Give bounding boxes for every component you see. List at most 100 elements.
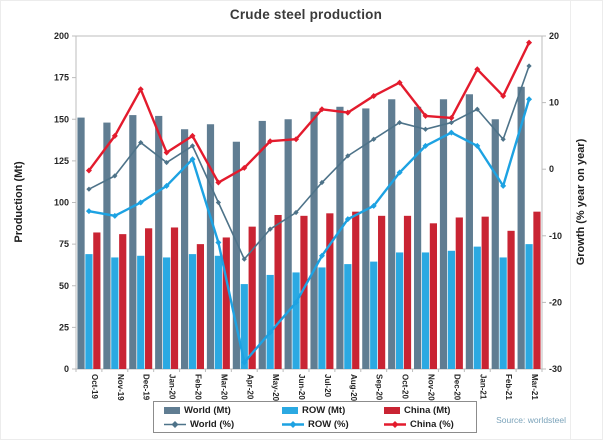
left-axis-tick-label: 25 <box>59 322 69 332</box>
bar-row-mt-nov-19 <box>111 257 119 369</box>
bar-world-mt-oct-20 <box>388 99 396 370</box>
marker-world-jan-21 <box>474 106 480 112</box>
marker-china-feb-21 <box>500 92 507 99</box>
marker-china-jan-21 <box>474 66 481 73</box>
x-tick-label-dec-20: Dec-20 <box>452 374 461 401</box>
x-tick-label-nov-19: Nov-19 <box>116 374 125 401</box>
bar-row-mt-nov-20 <box>421 252 430 369</box>
marker-row-jun-20 <box>293 299 300 306</box>
bar-china-mt-feb-20 <box>196 244 204 369</box>
legend-item-china-mt: China (Mt) <box>384 405 480 416</box>
right-axis-tick-label: 0 <box>549 164 554 174</box>
marker-row-oct-19 <box>85 208 92 215</box>
left-axis-tick-label: 175 <box>54 73 69 83</box>
marker-row-nov-20 <box>422 142 429 149</box>
bar-world-mt-dec-20 <box>439 99 448 370</box>
right-axis-tick-label: 10 <box>549 98 559 108</box>
source-caption: Source: worldsteel <box>496 415 566 425</box>
bar-china-mt-jun-20 <box>300 215 308 369</box>
bar-china-mt-oct-20 <box>403 215 412 369</box>
bar-china-mt-nov-19 <box>119 234 127 369</box>
bar-world-mt-may-20 <box>258 120 266 369</box>
bar-row-mt-oct-20 <box>396 252 404 369</box>
legend-label-world-mt: World (Mt) <box>184 404 231 416</box>
x-tick-label-dec-19: Dec-19 <box>142 374 151 401</box>
bar-china-mt-dec-19 <box>145 228 153 369</box>
x-tick-label-feb-21: Feb-21 <box>504 374 513 400</box>
marker-world-sep-20 <box>371 136 377 142</box>
bar-row-mt-jun-20 <box>292 272 300 369</box>
marker-row-oct-20 <box>396 169 403 176</box>
bar-world-mt-mar-20 <box>206 124 215 370</box>
bar-world-mt-feb-21 <box>491 119 499 369</box>
marker-world-jun-20 <box>293 209 299 216</box>
marker-row-dec-19 <box>137 199 144 206</box>
x-tick-label-apr-20: Apr-20 <box>245 374 254 400</box>
legend-line-marker-world-icon <box>164 420 186 429</box>
chart-title: Crude steel production <box>229 7 383 22</box>
legend-item-china-pct: China (%) <box>384 419 480 430</box>
x-tick-label-feb-20: Feb-20 <box>194 374 203 400</box>
marker-world-oct-20 <box>397 119 403 126</box>
marker-world-feb-21 <box>500 136 506 142</box>
bar-row-mt-sep-20 <box>370 261 378 369</box>
bar-world-mt-nov-20 <box>414 106 422 369</box>
line-world <box>88 65 530 260</box>
bar-china-mt-jan-21 <box>481 216 489 369</box>
bar-row-mt-mar-20 <box>214 255 222 369</box>
marker-china-may-20 <box>267 138 274 145</box>
bar-world-mt-jun-20 <box>284 119 292 369</box>
bar-china-mt-nov-20 <box>429 223 437 369</box>
right-axis-tick-label: -10 <box>549 231 562 241</box>
bar-world-mt-jan-20 <box>155 115 163 369</box>
bar-china-mt-may-20 <box>274 214 282 369</box>
bar-world-mt-aug-20 <box>336 106 344 369</box>
legend-item-world-pct: World (%) <box>164 419 282 430</box>
legend-glyph-svg <box>384 420 406 428</box>
right-axis-tick-label: -30 <box>549 364 562 374</box>
bar-world-mt-jan-21 <box>465 94 473 370</box>
marker-world-mar-20 <box>215 199 221 206</box>
bar-china-mt-feb-21 <box>507 230 515 369</box>
bar-china-mt-sep-20 <box>378 215 386 369</box>
marker-world-may-20 <box>267 226 273 232</box>
marker-china-oct-20 <box>396 79 403 86</box>
bar-row-mt-may-20 <box>266 274 274 369</box>
bar-row-mt-feb-21 <box>499 257 507 369</box>
left-axis-tick-label: 75 <box>59 239 69 249</box>
legend-label-row-mt: ROW (Mt) <box>302 404 346 416</box>
bar-world-mt-feb-20 <box>181 129 189 369</box>
legend-swatch-china-mt-icon <box>384 406 400 414</box>
x-tick-label-aug-20: Aug-20 <box>349 374 358 402</box>
marker-china-jun-20 <box>293 136 300 143</box>
bar-world-mt-jul-20 <box>310 111 318 369</box>
marker-china-mar-20 <box>215 179 222 186</box>
right-axis-tick-label: 20 <box>549 31 559 41</box>
legend-label-row-pct: ROW (%) <box>308 418 349 430</box>
right-axis-title: Growth (% year on year) <box>575 138 587 266</box>
line-china <box>87 41 531 184</box>
bar-row-mt-oct-19 <box>85 254 93 369</box>
bar-world-mt-nov-19 <box>103 122 111 369</box>
marker-china-apr-20 <box>241 164 248 171</box>
marker-row-feb-21 <box>500 182 507 189</box>
right-axis-tick-label: -20 <box>549 297 562 307</box>
marker-world-dec-20 <box>448 119 454 126</box>
x-tick-label-nov-20: Nov-20 <box>427 374 436 401</box>
x-tick-label-may-20: May-20 <box>271 374 280 402</box>
bar-row-mt-jan-20 <box>163 257 171 369</box>
x-tick-label-jun-20: Jun-20 <box>297 374 306 400</box>
marker-china-nov-20 <box>422 112 429 119</box>
marker-row-jul-20 <box>318 252 325 259</box>
marker-row-jan-20 <box>163 182 170 189</box>
bar-row-mt-jul-20 <box>318 267 326 369</box>
x-tick-label-jul-20: Jul-20 <box>323 374 332 398</box>
marker-world-jul-20 <box>319 179 325 186</box>
line-row <box>87 98 531 364</box>
bar-row-mt-jan-21 <box>473 246 481 369</box>
x-tick-label-oct-20: Oct-20 <box>401 374 410 399</box>
legend-label-china-mt: China (Mt) <box>404 404 451 416</box>
marker-china-mar-21 <box>526 39 533 46</box>
